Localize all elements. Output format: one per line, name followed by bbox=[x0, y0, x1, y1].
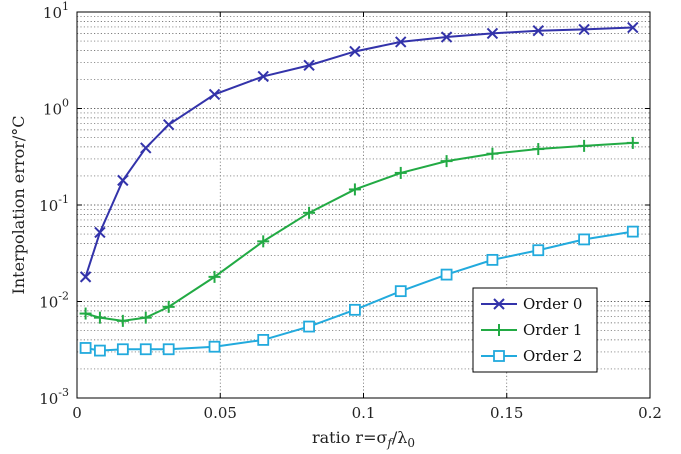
series-order-2 bbox=[79, 225, 639, 357]
x-tick-label: 0 bbox=[72, 404, 82, 422]
data-point bbox=[303, 59, 315, 72]
data-point bbox=[578, 23, 590, 36]
y-tick-label: 10-2 bbox=[39, 290, 69, 312]
data-point bbox=[162, 343, 175, 356]
data-point bbox=[532, 24, 544, 37]
data-point bbox=[208, 340, 221, 353]
data-point bbox=[578, 233, 591, 246]
data-point bbox=[79, 342, 92, 354]
data-point bbox=[486, 27, 499, 40]
legend: Order 0 Order 1 Order 2 bbox=[472, 287, 598, 373]
data-point bbox=[257, 334, 270, 346]
series-line bbox=[84, 26, 633, 278]
y-tick-label: 10-3 bbox=[39, 386, 69, 408]
series-group bbox=[79, 21, 639, 357]
data-point bbox=[627, 21, 639, 34]
data-point bbox=[208, 88, 221, 101]
data-point bbox=[394, 285, 407, 298]
x-tick-label: 0.2 bbox=[638, 404, 662, 422]
legend-item: Order 0 bbox=[481, 295, 582, 313]
legend-label: Order 0 bbox=[523, 295, 582, 313]
y-tick-label: 10-1 bbox=[39, 193, 69, 215]
legend-item: Order 2 bbox=[481, 347, 582, 365]
data-point bbox=[116, 343, 129, 356]
data-point bbox=[493, 350, 505, 362]
data-point bbox=[532, 244, 545, 257]
series-order-0 bbox=[79, 21, 639, 283]
data-point bbox=[440, 31, 453, 43]
data-point bbox=[486, 253, 499, 266]
data-point bbox=[140, 142, 152, 154]
axis-ticks: 0 0.05 0.1 0.15 0.2 10-3 10-2 10-1 100 101 bbox=[39, 0, 662, 422]
data-point bbox=[94, 344, 106, 357]
y-tick-label: 101 bbox=[43, 0, 69, 22]
data-point bbox=[349, 303, 361, 316]
data-point bbox=[257, 70, 269, 83]
data-point bbox=[162, 118, 175, 131]
data-point bbox=[395, 36, 407, 48]
legend-label: Order 2 bbox=[523, 347, 582, 365]
data-point bbox=[117, 174, 129, 187]
y-tick-label: 100 bbox=[43, 97, 69, 119]
x-tick-label: 0.05 bbox=[204, 404, 237, 422]
data-point bbox=[493, 298, 505, 310]
x-tick-label: 0.15 bbox=[490, 404, 523, 422]
data-point bbox=[79, 271, 92, 283]
data-point bbox=[626, 225, 639, 238]
data-point bbox=[303, 320, 315, 333]
x-tick-label: 0.1 bbox=[352, 404, 376, 422]
legend-label: Order 1 bbox=[523, 321, 582, 339]
data-point bbox=[440, 268, 453, 281]
legend-item: Order 1 bbox=[481, 321, 582, 339]
data-point bbox=[349, 45, 361, 58]
data-point bbox=[139, 343, 152, 356]
y-axis-label: Interpolation error/°C bbox=[9, 116, 28, 295]
x-axis-label: ratio r=σf/λ0 bbox=[312, 428, 415, 450]
data-point bbox=[94, 226, 106, 239]
series-order-1 bbox=[79, 136, 639, 327]
